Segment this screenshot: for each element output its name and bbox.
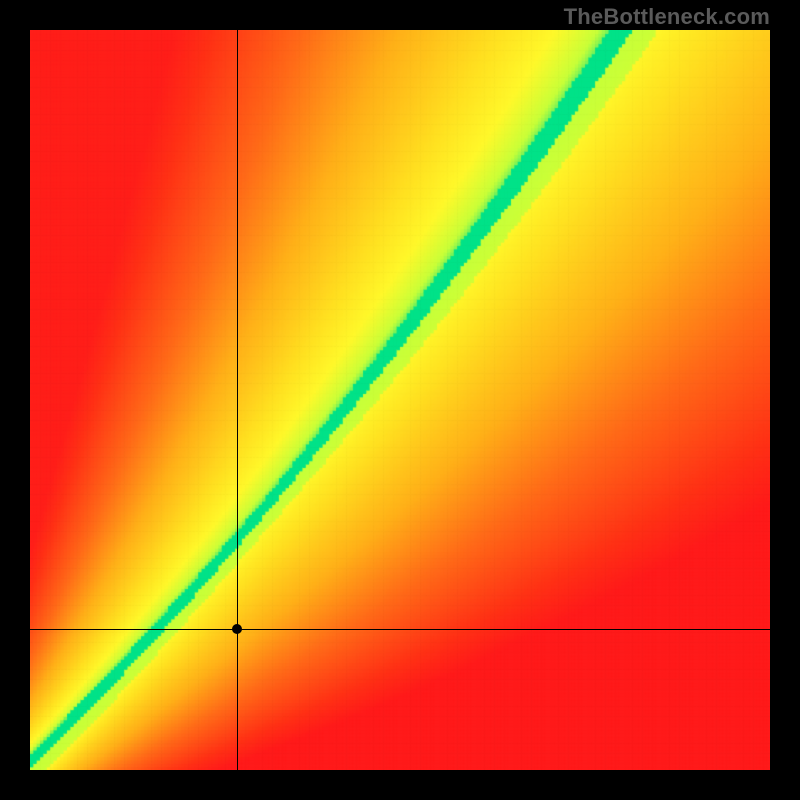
crosshair-marker	[232, 624, 242, 634]
crosshair-horizontal	[30, 629, 770, 630]
heatmap-canvas	[30, 30, 770, 770]
plot-area	[30, 30, 770, 770]
crosshair-vertical	[237, 30, 238, 770]
watermark-text: TheBottleneck.com	[564, 4, 770, 30]
chart-frame: TheBottleneck.com	[0, 0, 800, 800]
